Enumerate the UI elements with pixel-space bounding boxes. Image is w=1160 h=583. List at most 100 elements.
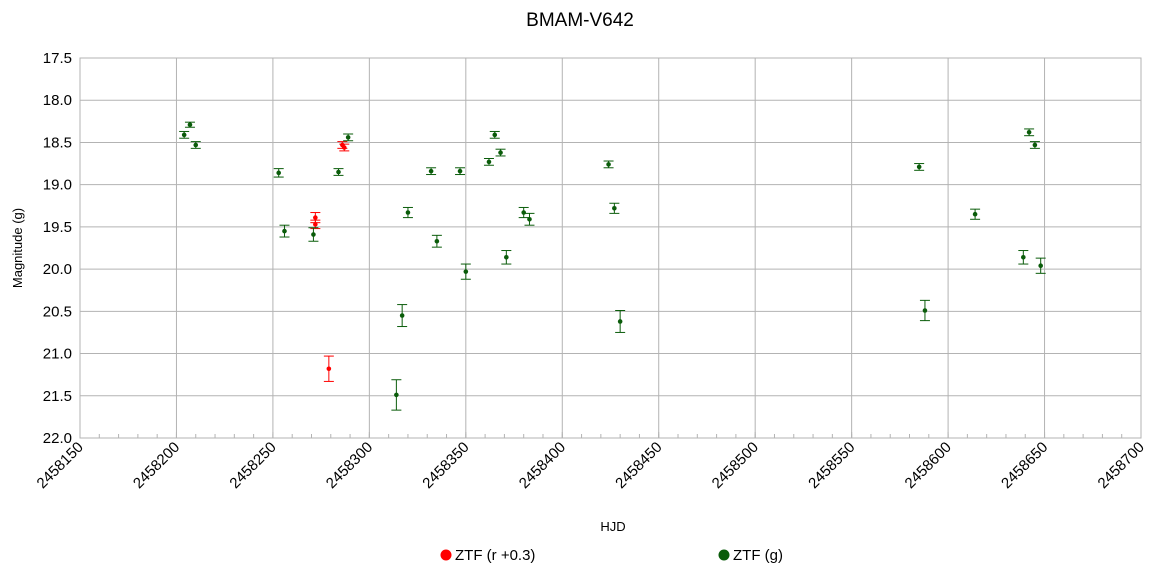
x-tick-label: 2458650 bbox=[998, 439, 1051, 492]
data-point bbox=[308, 227, 319, 242]
point-marker bbox=[486, 159, 492, 165]
data-point bbox=[179, 130, 190, 139]
minor-ticks bbox=[79, 432, 1142, 438]
data-point bbox=[426, 167, 437, 176]
chart-title: BMAM-V642 bbox=[526, 10, 634, 31]
point-marker bbox=[313, 222, 318, 227]
data-point bbox=[970, 208, 981, 220]
data-point bbox=[431, 234, 442, 248]
data-point bbox=[397, 304, 408, 328]
legend: ZTF (r +0.3) ZTF (g) bbox=[440, 547, 783, 564]
x-tick-labels: 2458150 2458200 2458250 2458300 2458350 24584… bbox=[34, 439, 1148, 492]
data-point bbox=[1029, 141, 1040, 149]
x-tick-label: 2458300 bbox=[323, 439, 376, 492]
data-point bbox=[190, 141, 201, 149]
y-tick-label: 19.5 bbox=[43, 219, 72, 236]
y-tick-label: 17.5 bbox=[43, 50, 72, 67]
point-marker bbox=[498, 150, 503, 155]
point-marker bbox=[1026, 130, 1032, 135]
data-point bbox=[402, 206, 413, 219]
point-marker bbox=[1038, 263, 1043, 269]
data-point bbox=[603, 160, 614, 169]
legend-marker bbox=[718, 549, 730, 561]
data-point bbox=[495, 148, 506, 157]
y-tick-label: 18.5 bbox=[43, 134, 72, 151]
point-marker bbox=[193, 142, 199, 148]
data-point bbox=[310, 219, 321, 230]
data-point bbox=[914, 163, 925, 171]
data-point bbox=[339, 143, 350, 152]
x-tick-label: 2458350 bbox=[419, 439, 472, 492]
point-marker bbox=[341, 145, 347, 150]
point-marker bbox=[972, 211, 978, 217]
data-point bbox=[455, 167, 466, 176]
point-marker bbox=[606, 162, 611, 167]
y-tick-labels: 17.5 18.0 18.5 19.0 19.5 20.0 20.5 21.0 21.5 22.0 bbox=[43, 50, 72, 447]
point-marker bbox=[313, 215, 318, 220]
legend-item: ZTF (r +0.3) bbox=[440, 547, 535, 564]
data-point bbox=[615, 309, 626, 333]
y-tick-label: 20.5 bbox=[43, 303, 72, 320]
x-tick-label: 2458500 bbox=[709, 439, 762, 492]
legend-marker bbox=[440, 549, 452, 561]
data-point bbox=[483, 157, 494, 166]
y-tick-label: 19.0 bbox=[43, 177, 72, 194]
point-marker bbox=[612, 206, 617, 211]
data-point bbox=[524, 212, 535, 226]
data-point bbox=[609, 202, 620, 214]
legend-label: ZTF (g) bbox=[733, 547, 783, 564]
point-marker bbox=[311, 232, 316, 237]
point-marker bbox=[504, 254, 509, 260]
point-marker bbox=[463, 269, 469, 274]
data-point bbox=[460, 263, 471, 280]
data-point bbox=[518, 206, 529, 219]
y-tick-label: 18.0 bbox=[43, 92, 72, 109]
data-point bbox=[343, 133, 354, 142]
plot-area-border bbox=[79, 57, 1142, 439]
grid-lines bbox=[79, 57, 1142, 439]
point-marker bbox=[492, 132, 498, 138]
x-tick-label: 2458400 bbox=[516, 439, 569, 492]
x-tick-label: 2458700 bbox=[1095, 439, 1148, 492]
data-point bbox=[391, 379, 402, 411]
data-point bbox=[501, 250, 512, 265]
point-marker bbox=[922, 308, 928, 313]
data-point bbox=[184, 121, 195, 128]
point-marker bbox=[276, 170, 281, 176]
x-tick-label: 2458200 bbox=[130, 439, 183, 492]
point-marker bbox=[336, 169, 341, 175]
y-tick-label: 20.0 bbox=[43, 261, 72, 278]
y-tick-label: 22.0 bbox=[43, 430, 72, 447]
point-marker bbox=[617, 319, 623, 324]
point-marker bbox=[457, 168, 463, 174]
point-marker bbox=[181, 132, 187, 138]
point-marker bbox=[345, 135, 351, 140]
y-tick-label: 21.0 bbox=[43, 346, 72, 363]
point-marker bbox=[399, 313, 405, 318]
data-points bbox=[179, 121, 1046, 411]
point-marker bbox=[521, 210, 526, 215]
data-point bbox=[919, 299, 930, 322]
point-marker bbox=[527, 216, 532, 222]
data-point bbox=[1035, 257, 1046, 274]
point-marker bbox=[405, 210, 411, 215]
point-marker bbox=[1021, 254, 1026, 260]
x-tick-label: 2458450 bbox=[612, 439, 665, 492]
point-marker bbox=[187, 122, 193, 128]
y-axis-label: Magnitude (g) bbox=[10, 208, 25, 288]
data-point bbox=[489, 130, 500, 139]
legend-item: ZTF (g) bbox=[718, 547, 783, 564]
point-marker bbox=[434, 238, 440, 244]
point-marker bbox=[326, 366, 332, 372]
point-marker bbox=[394, 392, 399, 398]
point-marker bbox=[282, 228, 287, 234]
data-point bbox=[273, 168, 284, 178]
point-marker bbox=[1032, 142, 1038, 148]
y-tick-label: 21.5 bbox=[43, 388, 72, 405]
x-tick-label: 2458600 bbox=[902, 439, 955, 492]
point-marker bbox=[428, 168, 434, 174]
data-point bbox=[279, 224, 290, 238]
data-point bbox=[1024, 128, 1035, 137]
data-point bbox=[333, 168, 344, 176]
x-tick-label: 2458250 bbox=[226, 439, 279, 492]
